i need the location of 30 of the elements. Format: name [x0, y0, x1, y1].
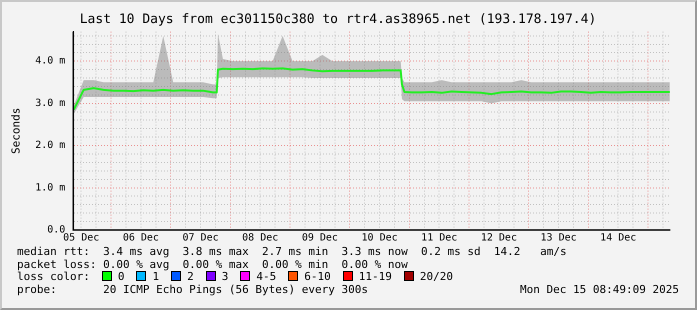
y-tick-label: 0.0 — [47, 224, 66, 236]
text: median rtt: 3.4 ms avg 3.8 ms max 2.7 ms min 3.3 ms now 0.2 ms sd 14.2 am/s — [17, 245, 567, 258]
text: 11-19 — [358, 270, 392, 283]
text: loss color: — [17, 270, 90, 283]
chart-title: Last 10 Days from ec301150c380 to rtr4.as38965.net (193.178.197.4) — [80, 12, 596, 28]
x-tick-label: 13 Dec — [540, 232, 577, 244]
x-tick-label: 14 Dec — [600, 232, 636, 244]
x-tick-label: 06 Dec — [122, 232, 159, 244]
text: 2 — [187, 270, 194, 283]
text: 3 — [222, 270, 228, 283]
text: 1 — [152, 270, 160, 283]
text: packet loss: 0.00 % avg 0.00 % max 0.00 % min 0.00 % now — [17, 258, 408, 270]
text: 4-5 — [256, 270, 276, 283]
x-tick-label: 11 Dec — [421, 232, 458, 244]
y-axis-title: Seconds — [9, 108, 22, 154]
text: 20/20 — [420, 270, 453, 283]
y-tick-label: 3.0 m — [35, 98, 66, 109]
text: probe: 20 ICMP Echo Pings (56 Bytes) every 300s — [17, 282, 368, 296]
y-tick-label: 1.0 m — [35, 182, 66, 194]
x-tick-label: 07 Dec — [182, 232, 219, 244]
x-tick-label: 09 Dec — [302, 232, 338, 244]
text: 0 — [118, 270, 124, 283]
text: 6-10 — [304, 270, 331, 283]
x-tick-label: 05 Dec — [63, 232, 100, 244]
x-tick-label: 08 Dec — [242, 232, 278, 244]
text: Mon Dec 15 08:49:09 2025 — [520, 282, 679, 296]
y-tick-label: 4.0 m — [35, 56, 66, 67]
y-tick-label: 2.0 m — [35, 140, 66, 152]
x-tick-label: 10 Dec — [362, 232, 398, 244]
x-tick-label: 12 Dec — [480, 232, 517, 244]
